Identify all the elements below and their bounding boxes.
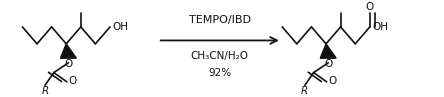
- Polygon shape: [320, 44, 336, 58]
- Text: O: O: [329, 76, 337, 86]
- Text: O: O: [366, 2, 374, 12]
- Text: O: O: [64, 59, 72, 69]
- Polygon shape: [60, 44, 76, 58]
- Text: TEMPO/IBD: TEMPO/IBD: [189, 15, 251, 25]
- Text: 92%: 92%: [208, 68, 231, 78]
- Text: R: R: [301, 86, 309, 96]
- Text: CH₃CN/H₂O: CH₃CN/H₂O: [191, 51, 249, 61]
- Text: R: R: [41, 86, 49, 96]
- Text: OH: OH: [372, 22, 388, 32]
- Text: O: O: [324, 59, 332, 69]
- Text: OH: OH: [112, 22, 128, 32]
- Text: O: O: [69, 76, 77, 86]
